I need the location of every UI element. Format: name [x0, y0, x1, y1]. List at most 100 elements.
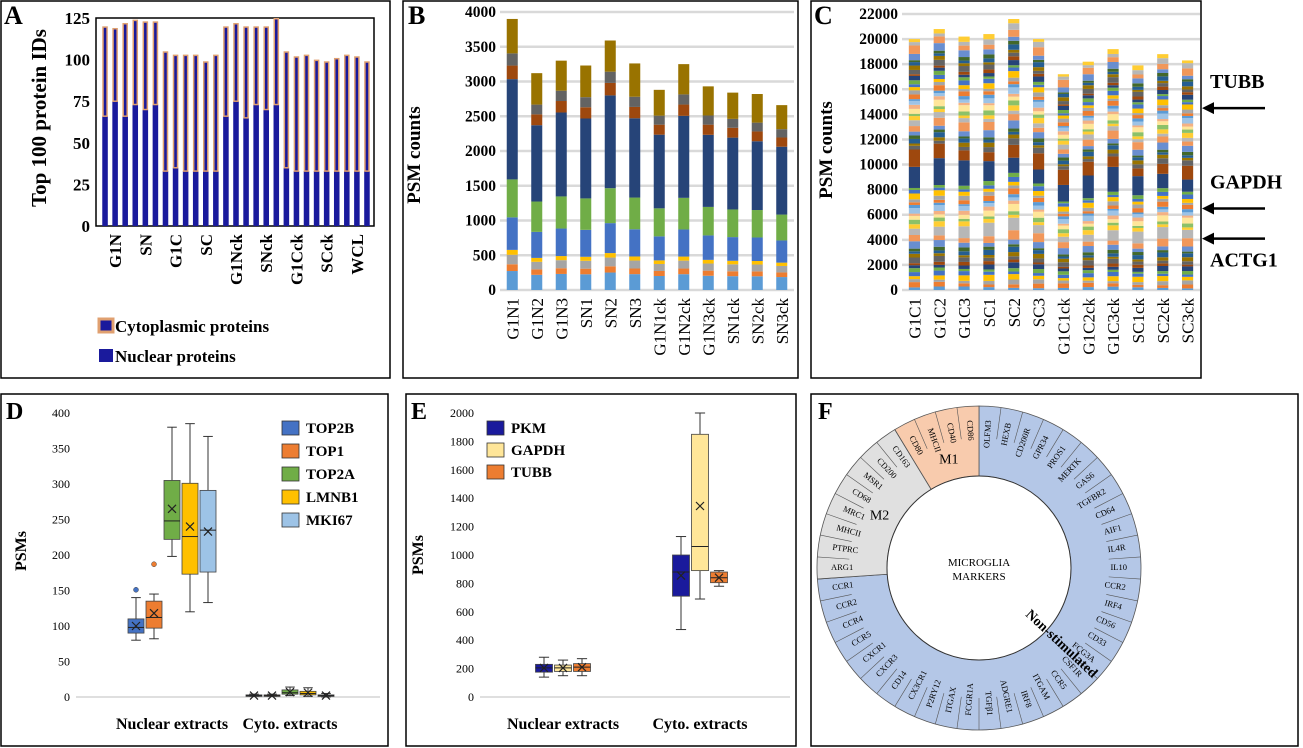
bar-segment — [1181, 274, 1194, 277]
bar-segment — [727, 276, 739, 290]
bar-segment — [1157, 163, 1169, 174]
bar-segment — [531, 114, 543, 126]
panel-f: F MICROGLIA MARKERS OLFM3 HEXB CD200RGPR34… — [810, 393, 1299, 747]
bar-segment — [933, 195, 945, 200]
bar-segment — [933, 184, 945, 188]
bar-segment — [1008, 274, 1020, 280]
bar-segment — [1181, 257, 1194, 262]
bar-nuclear — [354, 171, 360, 226]
bar-segment — [1157, 69, 1169, 73]
marker-divider — [820, 594, 852, 602]
ytick-label: 800 — [456, 576, 474, 590]
ytick-label: 1600 — [450, 463, 474, 477]
bar-segment — [1181, 113, 1194, 116]
bar-segment — [1132, 160, 1144, 165]
ytick-label: 500 — [473, 247, 497, 264]
ytick-label: 4000 — [867, 232, 898, 249]
bar-segment — [1032, 250, 1045, 254]
bar-segment — [1181, 264, 1194, 267]
bar-segment — [1008, 284, 1020, 288]
bar-segment — [958, 45, 970, 51]
bar-segment — [1082, 161, 1094, 176]
bar-segment — [933, 267, 945, 271]
bar-segment — [1107, 194, 1119, 198]
bar-segment — [1057, 278, 1070, 281]
annotation-arrowhead — [1202, 232, 1214, 245]
bar-segment — [1082, 252, 1094, 256]
bar-segment — [1008, 114, 1020, 121]
marker-label: CD40 — [945, 422, 959, 444]
bar-segment — [1157, 195, 1169, 199]
marker-divider — [996, 696, 1002, 729]
bar-nuclear — [223, 116, 229, 226]
bar-segment — [958, 271, 970, 276]
bar-segment — [1082, 211, 1094, 214]
bar-segment — [983, 88, 995, 92]
annotation-tubb: TUBB — [1210, 71, 1264, 93]
marker-divider — [996, 407, 1002, 440]
bar-segment — [1157, 96, 1169, 100]
bar-segment — [678, 229, 690, 257]
bar-segment — [1032, 283, 1045, 289]
bar-segment — [629, 197, 641, 230]
bar-segment — [933, 29, 945, 34]
bar-segment — [983, 222, 995, 237]
bar-segment — [958, 66, 970, 72]
legend-swatch-cytoplasmic — [97, 317, 115, 334]
bar-segment — [908, 276, 921, 280]
bar-segment — [1008, 176, 1020, 182]
bar-segment — [1032, 55, 1045, 60]
marker-label: FCGR1A — [963, 682, 975, 716]
bar-segment — [531, 125, 543, 202]
bar-segment — [983, 287, 995, 290]
bar-segment — [1008, 217, 1020, 231]
marker-divider — [1060, 668, 1082, 694]
xtick-label: G1N2ck — [675, 298, 694, 356]
bar-segment — [1107, 98, 1119, 101]
bar-segment — [933, 240, 945, 247]
marker-divider — [1013, 693, 1023, 725]
ytick-label: 2000 — [465, 143, 496, 160]
bar-segment — [933, 90, 945, 94]
marker-divider — [876, 668, 898, 694]
bar-segment — [933, 53, 945, 56]
bar-segment — [1107, 166, 1119, 192]
bar-segment — [1082, 221, 1094, 224]
bar-segment — [1107, 201, 1119, 206]
bar-segment — [908, 241, 921, 249]
ytick-label: 1400 — [450, 491, 474, 505]
bar-segment — [1157, 99, 1169, 106]
bar-segment — [983, 216, 995, 219]
bar-cytoplasmic — [263, 26, 269, 111]
bar-segment — [1008, 268, 1020, 272]
bar-segment — [1082, 265, 1094, 268]
bar-segment — [1008, 131, 1020, 135]
ytick-label: 12000 — [859, 131, 898, 148]
bar-segment — [1107, 105, 1119, 109]
bar-segment — [958, 63, 970, 67]
marker-label: TGFβ1 — [983, 691, 995, 716]
annotation-arrowhead — [1202, 202, 1214, 215]
bar-nuclear — [263, 109, 269, 226]
bar-segment — [983, 181, 995, 186]
bar-segment — [983, 195, 995, 201]
bar-segment — [1057, 280, 1070, 284]
bar-segment — [1181, 89, 1194, 93]
bar-segment — [908, 80, 921, 85]
bar-segment — [1032, 70, 1045, 74]
bar-segment — [958, 251, 970, 256]
bar-segment — [1157, 257, 1169, 261]
bar-segment — [751, 141, 763, 211]
bar-nuclear — [293, 171, 300, 226]
xtick-label: G1C2ck — [1079, 298, 1098, 355]
bar-segment — [506, 79, 518, 180]
bar-segment — [1008, 96, 1020, 101]
bar-segment — [1032, 153, 1045, 170]
bar-segment — [1032, 217, 1045, 223]
bar-segment — [751, 271, 763, 277]
bar-segment — [958, 77, 970, 81]
marker-divider — [894, 429, 912, 458]
marker-divider — [1073, 656, 1098, 679]
bar-segment — [958, 99, 970, 103]
bar-segment — [506, 65, 518, 80]
